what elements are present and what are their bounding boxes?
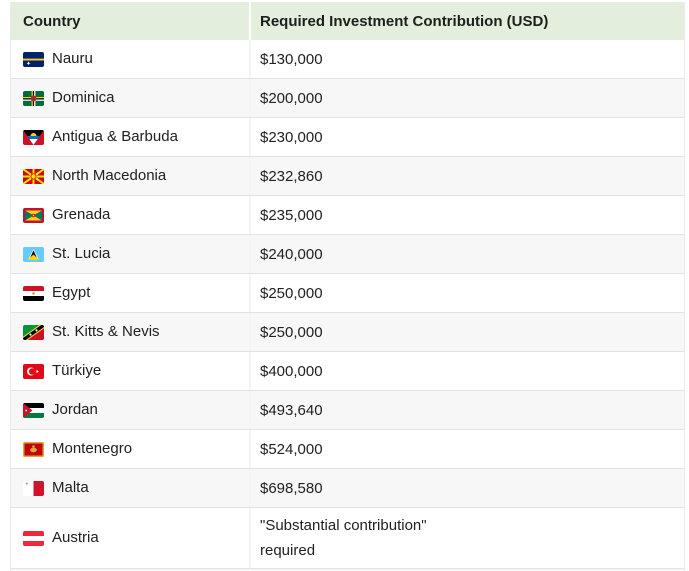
investment-value: $493,640 [260,401,323,419]
flag-icon-antigua-barbuda [23,129,44,145]
table-row: Austria "Substantial contribution" require… [11,507,684,568]
country-cell: Egypt [11,274,251,312]
country-name: Antigua & Barbuda [52,128,178,145]
flag-icon-north-macedonia [23,168,44,184]
country-cell: Austria [11,508,251,568]
country-name: St. Lucia [52,245,111,262]
country-name: Austria [52,529,99,546]
country-cell: Jordan [11,391,251,429]
flag-icon-austria [23,530,44,546]
table-row: Montenegro $524,000 [11,429,684,468]
country-cell: Malta [11,469,251,507]
investment-value: "Substantial contribution" [260,517,427,534]
country-cell: Türkiye [11,352,251,390]
country-cell: Montenegro [11,430,251,468]
country-name: Malta [52,479,89,496]
country-cell: Nauru [11,40,251,78]
flag-icon-turkiye [23,363,44,379]
investment-value: required [260,542,316,559]
investment-value-cell: $250,000 [251,313,684,351]
column-header-country: Country [11,2,251,40]
column-header-required-investment: Required Investment Contribution (USD) [260,12,549,30]
country-cell: St. Lucia [11,235,251,273]
investment-value-cell: $524,000 [251,430,684,468]
investment-value-cell: "Substantial contribution" required [251,508,684,568]
country-name: Egypt [52,284,91,301]
investment-value: $230,000 [260,128,323,146]
flag-icon-st-lucia [23,246,44,262]
investment-value: $524,000 [260,440,323,458]
investment-value: $130,000 [260,50,323,68]
investment-value: $200,000 [260,89,323,107]
investment-value-cell: $240,000 [251,235,684,273]
partial-country-cell [11,569,251,571]
table-row: Jordan $493,640 [11,390,684,429]
investment-value-cell: $232,860 [251,157,684,195]
country-name: Grenada [52,206,111,223]
country-name: Dominica [52,89,115,106]
investment-value-cell: $235,000 [251,196,684,234]
investment-value: $250,000 [260,323,323,341]
flag-icon-egypt [23,285,44,301]
country-name: Jordan [52,401,98,418]
table-header: Country Required Investment Contribution… [11,2,684,40]
table-row: Dominica $200,000 [11,78,684,117]
country-cell: St. Kitts & Nevis [11,313,251,351]
flag-icon-grenada [23,207,44,223]
flag-icon-malta [23,480,44,496]
country-name: North Macedonia [52,167,167,184]
country-name: Nauru [52,50,93,67]
partial-next-row [11,568,684,571]
country-cell: Dominica [11,79,251,117]
table-row: Antigua & Barbuda $230,000 [11,117,684,156]
flag-icon-nauru [23,51,44,67]
flag-icon-montenegro [23,441,44,457]
investment-value-cell: $698,580 [251,469,684,507]
flag-icon-st-kitts-nevis [23,324,44,340]
flag-icon-dominica [23,90,44,106]
investment-value: $250,000 [260,284,323,302]
investment-value: $400,000 [260,362,323,380]
investment-value-cell: $230,000 [251,118,684,156]
table-row: Nauru $130,000 [11,40,684,78]
investment-table: Country Required Investment Contribution… [10,2,685,571]
flag-icon-jordan [23,402,44,418]
table-row: North Macedonia $232,860 [11,156,684,195]
table-body: Nauru $130,000 Dominica $200,000 Antigua & B… [11,40,684,568]
table-row: Grenada $235,000 [11,195,684,234]
investment-value-cell: $200,000 [251,79,684,117]
country-name: Montenegro [52,440,133,457]
investment-value-cell: $493,640 [251,391,684,429]
table-row: Malta $698,580 [11,468,684,507]
investment-value-cell: $250,000 [251,274,684,312]
investment-value-cell: $130,000 [251,40,684,78]
country-name: St. Kitts & Nevis [52,323,160,340]
investment-value: $235,000 [260,206,323,224]
investment-value-cell: $400,000 [251,352,684,390]
table-row: Egypt $250,000 [11,273,684,312]
country-cell: Antigua & Barbuda [11,118,251,156]
table-row: Türkiye $400,000 [11,351,684,390]
investment-value: $698,580 [260,479,323,497]
table-row: St. Lucia $240,000 [11,234,684,273]
country-cell: Grenada [11,196,251,234]
table-row: St. Kitts & Nevis $250,000 [11,312,684,351]
investment-value: $240,000 [260,245,323,263]
investment-value: $232,860 [260,167,323,185]
country-name: Türkiye [52,362,102,379]
country-cell: North Macedonia [11,157,251,195]
